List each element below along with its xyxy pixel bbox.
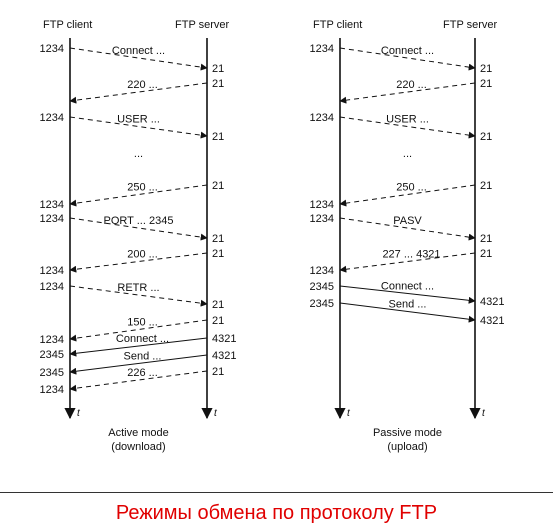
gap-ellipsis: ... (403, 148, 412, 160)
client-port: 1234 (40, 265, 64, 277)
client-port: 1234 (310, 43, 334, 55)
message-label: 220 ... (396, 79, 427, 91)
message-arrow (339, 285, 476, 304)
message-label: 220 ... (127, 79, 158, 91)
message-label: Connect ... (381, 281, 434, 293)
client-header: FTP client (43, 19, 92, 31)
client-port: 1234 (40, 43, 64, 55)
message-arrow (339, 116, 476, 139)
message-arrow (339, 47, 476, 71)
server-header: FTP server (443, 19, 498, 31)
message-arrow (339, 217, 476, 241)
message-arrow (339, 184, 476, 207)
message-label: USER ... (386, 114, 429, 126)
server-port: 4321 (480, 315, 504, 327)
server-port: 21 (212, 233, 224, 245)
client-port: 2345 (310, 298, 334, 310)
server-port: 21 (212, 78, 224, 90)
client-port: 2345 (40, 349, 64, 361)
message-label: 250 ... (396, 182, 427, 194)
message-arrow (339, 82, 476, 104)
message-label: 227 ... 4321 (382, 249, 440, 261)
message-label: Send ... (124, 351, 162, 363)
server-port: 4321 (212, 333, 236, 345)
server-port: 4321 (480, 296, 504, 308)
server-time-label: t (482, 408, 486, 419)
client-port: 1234 (310, 199, 334, 211)
server-port: 21 (480, 180, 492, 192)
server-port: 4321 (212, 350, 236, 362)
client-port: 1234 (40, 112, 64, 124)
message-arrow (69, 354, 208, 375)
client-time-label: t (77, 408, 81, 419)
message-arrow (339, 302, 476, 323)
server-port: 21 (480, 131, 492, 143)
server-port: 21 (212, 366, 224, 378)
client-port: 2345 (310, 281, 334, 293)
server-port: 21 (480, 248, 492, 260)
sequence-passive: FTP client FTP server t t Connect ... 1234 21 2… (310, 19, 505, 453)
client-port: 1234 (310, 265, 334, 277)
client-header: FTP client (313, 19, 362, 31)
mode-subtitle: (download) (111, 441, 165, 453)
message-label: PASV (393, 215, 422, 227)
client-port: 1234 (40, 199, 64, 211)
caption-divider (0, 492, 553, 493)
server-port: 21 (212, 299, 224, 311)
message-label: 250 ... (127, 182, 158, 194)
server-port: 21 (480, 63, 492, 75)
server-port: 21 (212, 63, 224, 75)
server-port: 21 (212, 315, 224, 327)
message-label: 150 ... (127, 317, 158, 329)
slide-caption: Режимы обмена по протоколу FTP (115, 502, 438, 524)
client-port: 2345 (40, 367, 64, 379)
client-port: 1234 (310, 213, 334, 225)
message-label: 200 ... (127, 249, 158, 261)
message-label: 226 ... (127, 367, 158, 379)
message-label: USER ... (117, 114, 160, 126)
client-time-label: t (347, 408, 351, 419)
server-port: 21 (212, 248, 224, 260)
client-port: 1234 (310, 112, 334, 124)
sequence-active: FTP client FTP server t t Connect ... 1234 21 2… (40, 19, 237, 453)
mode-subtitle: (upload) (387, 441, 427, 453)
server-time-label: t (214, 408, 218, 419)
message-arrow (69, 337, 208, 357)
client-port: 1234 (40, 213, 64, 225)
gap-ellipsis: ... (134, 148, 143, 160)
mode-title: Passive mode (373, 427, 442, 439)
message-label: Send ... (389, 299, 427, 311)
server-port: 21 (480, 233, 492, 245)
message-label: Connect ... (381, 45, 434, 57)
client-port: 1234 (40, 334, 64, 346)
client-port: 1234 (40, 384, 64, 396)
server-port: 21 (212, 131, 224, 143)
mode-title: Active mode (108, 427, 169, 439)
message-label: Connect ... (112, 45, 165, 57)
server-header: FTP server (175, 19, 230, 31)
client-port: 1234 (40, 281, 64, 293)
server-port: 21 (212, 180, 224, 192)
message-arrow (339, 252, 476, 273)
message-label: RETR ... (117, 282, 159, 294)
message-label: Connect ... (116, 333, 169, 345)
server-port: 21 (480, 78, 492, 90)
ftp-modes-diagram: FTP client FTP server t t Connect ... 1234 21 2… (40, 19, 505, 453)
message-label: PORT ... 2345 (104, 215, 174, 227)
